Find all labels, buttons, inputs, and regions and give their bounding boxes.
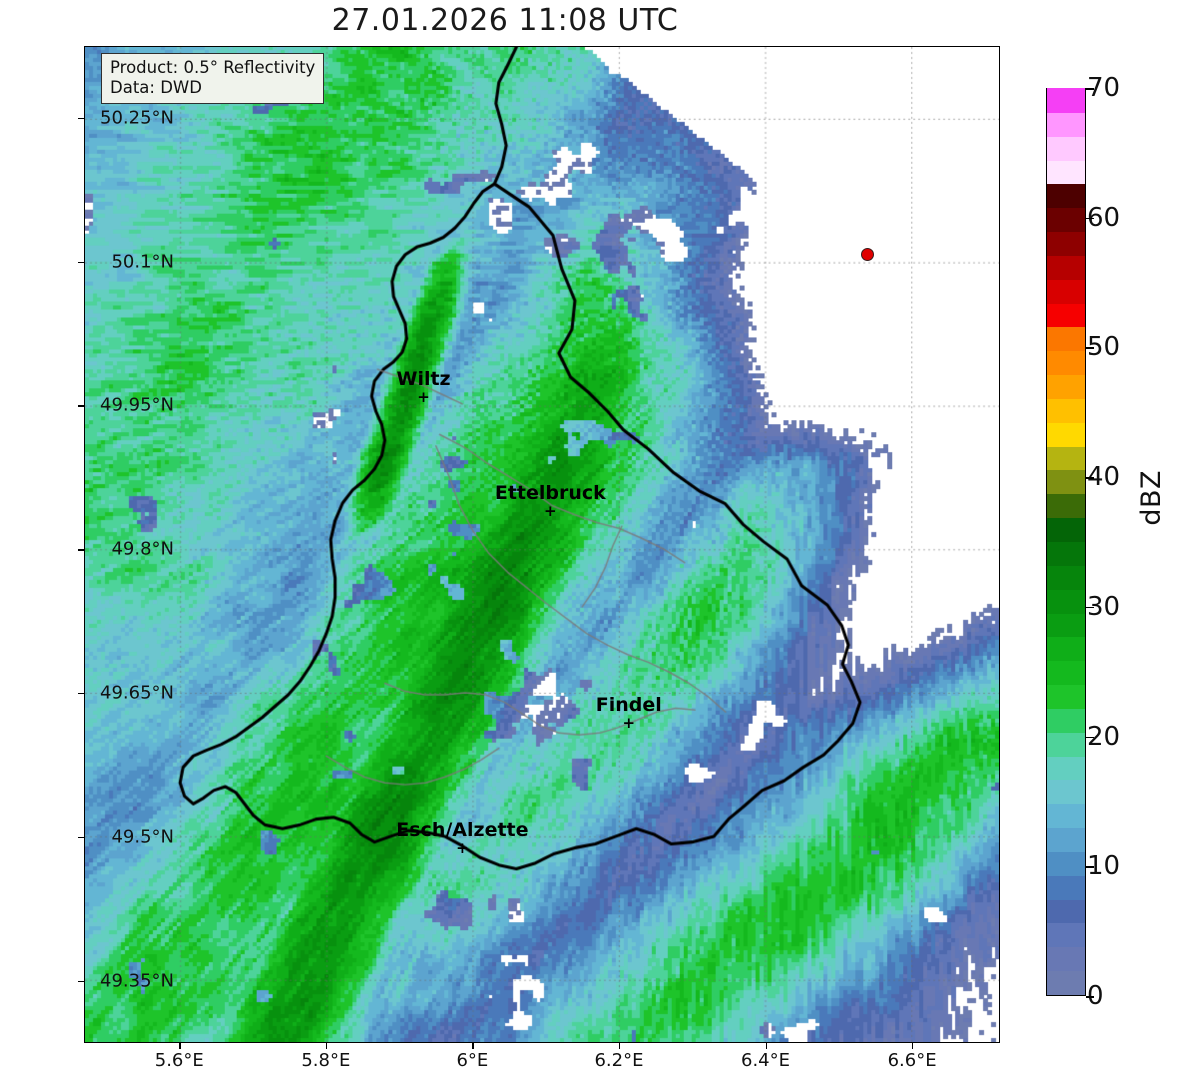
colorbar-tick-mark — [1086, 866, 1094, 868]
colorbar-band — [1047, 803, 1085, 829]
colorbar-tick-mark — [1086, 606, 1094, 609]
x-axis-tick-label: 6°E — [456, 1050, 489, 1071]
colorbar-band — [1047, 136, 1085, 161]
colorbar-band — [1047, 851, 1085, 876]
x-axis-tick-label: 5.6°E — [154, 1050, 204, 1071]
x-axis-tick-mark — [472, 1043, 474, 1049]
colorbar-band — [1047, 231, 1085, 256]
y-axis-tick-label: 50.25°N — [100, 107, 174, 129]
colorbar-tick-mark — [1086, 88, 1094, 90]
x-axis-tick-mark — [618, 1043, 621, 1049]
colorbar-band — [1047, 946, 1085, 972]
colorbar-band — [1047, 898, 1085, 924]
colorbar-band — [1047, 422, 1085, 447]
colorbar-tick-mark — [1086, 736, 1094, 739]
colorbar-band — [1047, 469, 1085, 495]
y-axis-tick-mark — [78, 117, 84, 120]
x-axis-tick-label: 6.4°E — [741, 1050, 790, 1071]
colorbar-tick-mark — [1086, 347, 1094, 350]
colorbar-band — [1047, 183, 1085, 209]
colorbar-band — [1047, 350, 1085, 376]
colorbar-band — [1047, 565, 1085, 590]
x-axis-tick-mark — [325, 1043, 328, 1049]
y-axis-tick-label: 49.8°N — [111, 538, 174, 560]
colorbar-band — [1047, 374, 1085, 399]
colorbar-tick-mark — [1086, 996, 1094, 998]
colorbar-band — [1047, 207, 1085, 233]
colorbar-band — [1047, 612, 1085, 638]
colorbar[interactable] — [1046, 88, 1086, 996]
y-axis-tick-mark — [78, 836, 84, 839]
colorbar-tick-mark — [1086, 217, 1094, 220]
data-source-label: Data: DWD — [110, 78, 202, 97]
radar-site-marker[interactable] — [860, 247, 874, 261]
colorbar-unit-label: dBZ — [1136, 470, 1167, 526]
colorbar-band — [1047, 684, 1085, 709]
x-axis-tick-mark — [912, 1043, 914, 1049]
colorbar-band — [1047, 660, 1085, 686]
y-axis-tick-label: 49.65°N — [100, 682, 174, 704]
y-axis-tick-label: 50.1°N — [111, 251, 174, 273]
colorbar-band — [1047, 875, 1085, 900]
radar-plot[interactable]: Product: 0.5° Reflectivity Data: DWD Wil… — [84, 46, 1000, 1043]
colorbar-band — [1047, 398, 1085, 423]
colorbar-band — [1047, 445, 1085, 471]
y-axis-tick-mark — [78, 980, 84, 983]
y-axis-tick-mark — [78, 405, 84, 407]
colorbar-band — [1047, 279, 1085, 304]
colorbar-tick-mark — [1086, 477, 1094, 479]
x-axis-tick-mark — [765, 1043, 767, 1049]
x-axis-tick-label: 6.6°E — [887, 1050, 937, 1071]
colorbar-band — [1047, 779, 1085, 805]
colorbar-band — [1047, 326, 1085, 352]
page-title: 27.01.2026 11:08 UTC — [331, 3, 679, 38]
colorbar-band — [1047, 589, 1085, 614]
y-axis-tick-label: 49.35°N — [100, 970, 174, 992]
colorbar-band — [1047, 970, 1085, 995]
colorbar-band — [1047, 708, 1085, 733]
colorbar-band — [1047, 636, 1085, 662]
y-axis-tick-label: 49.5°N — [111, 826, 174, 848]
x-axis-tick-label: 5.8°E — [301, 1050, 351, 1071]
colorbar-band — [1047, 255, 1085, 280]
x-axis-tick-label: 6.2°E — [594, 1050, 644, 1071]
colorbar-band — [1047, 112, 1085, 137]
x-axis-tick-mark — [179, 1043, 181, 1049]
colorbar-band — [1047, 732, 1085, 757]
y-axis-tick-label: 49.95°N — [100, 394, 174, 416]
colorbar-band — [1047, 755, 1085, 781]
colorbar-band — [1047, 922, 1085, 948]
product-label: Product: 0.5° Reflectivity — [110, 58, 316, 77]
product-info-box: Product: 0.5° Reflectivity Data: DWD — [101, 53, 325, 104]
colorbar-band — [1047, 159, 1085, 185]
colorbar-band — [1047, 493, 1085, 519]
map-overlay-borders — [85, 47, 999, 1042]
colorbar-tick-label: 0 — [1087, 981, 1104, 1011]
y-axis-tick-mark — [78, 549, 84, 551]
colorbar-band — [1047, 302, 1085, 328]
colorbar-band — [1047, 517, 1085, 542]
colorbar-band — [1047, 88, 1085, 113]
colorbar-band — [1047, 827, 1085, 852]
y-axis-tick-mark — [78, 693, 84, 695]
colorbar-band — [1047, 541, 1085, 566]
y-axis-tick-mark — [78, 261, 84, 264]
